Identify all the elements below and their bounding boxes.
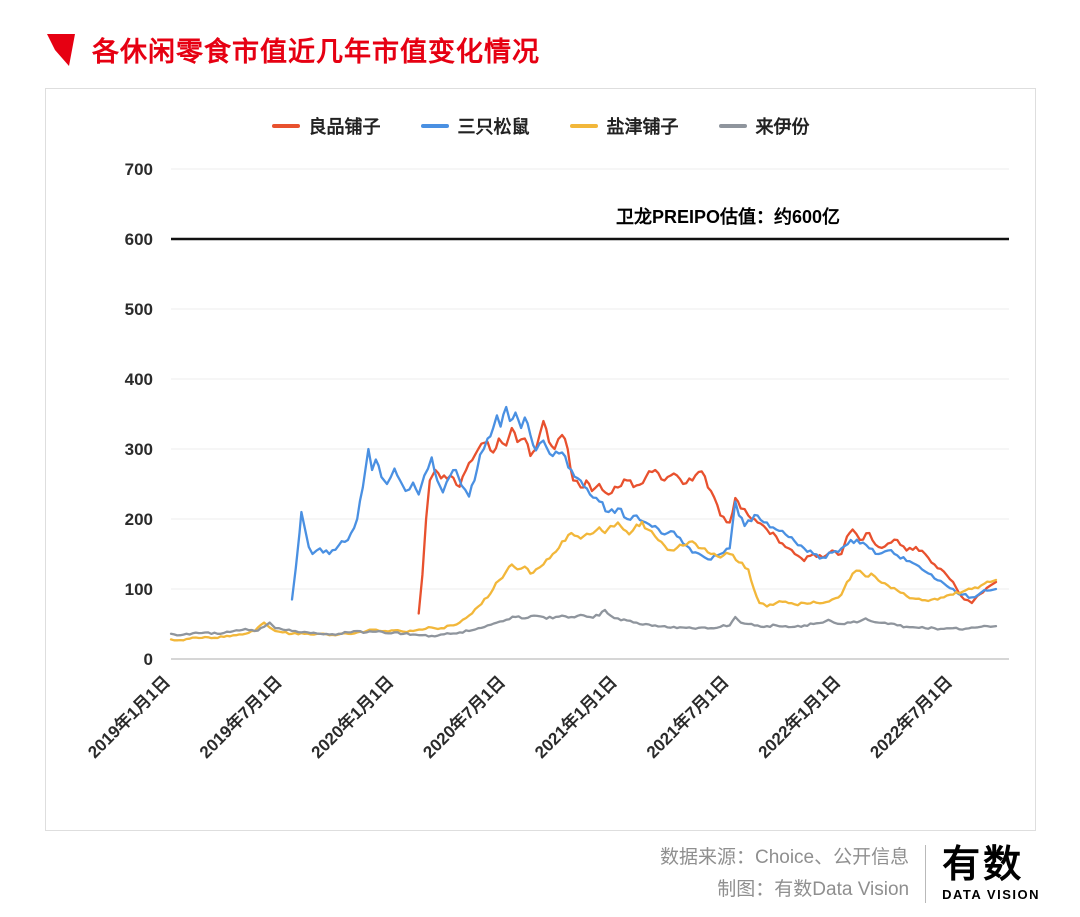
brand-logo: 有数 DATA VISION — [942, 846, 1040, 901]
x-tick-label: 2021年1月1日 — [530, 672, 620, 762]
title-flag-icon — [47, 33, 75, 66]
legend-label: 盐津铺子 — [606, 117, 679, 137]
legend-item-2: 三只松鼠 — [420, 113, 530, 139]
data-source-text: 数据来源：Choice、公开信息 — [659, 847, 910, 869]
y-tick-label-300: 300 — [125, 440, 153, 459]
page-title-row: 各休闲零食市值近几年市值变化情况 — [46, 30, 540, 69]
y-tick-label-400: 400 — [125, 370, 153, 389]
legend-swatch — [569, 124, 598, 128]
y-tick-label-200: 200 — [125, 510, 153, 529]
y-tick-label-100: 100 — [125, 580, 153, 599]
legend-swatch — [718, 124, 747, 128]
series-line-2 — [290, 405, 998, 601]
x-tick-label: 2020年7月1日 — [419, 672, 509, 762]
legend-swatch — [271, 124, 300, 128]
legend-label: 三只松鼠 — [457, 117, 530, 137]
legend-item-1: 良品铺子 — [271, 113, 381, 139]
legend-swatch — [420, 124, 449, 128]
x-tick-label: 2020年1月1日 — [307, 672, 397, 762]
x-tick-label: 2019年7月1日 — [195, 672, 285, 762]
x-tick-label: 2022年7月1日 — [866, 672, 956, 762]
series-line-1 — [417, 419, 998, 615]
annotation-label: 卫龙PREIPO估值：约600亿 — [616, 206, 840, 227]
x-tick-label: 2022年1月1日 — [754, 672, 844, 762]
legend-label: 来伊份 — [755, 117, 810, 137]
y-tick-label-600: 600 — [125, 230, 153, 249]
page-title: 各休闲零食市值近几年市值变化情况 — [92, 37, 540, 67]
footer-credits: 数据来源：Choice、公开信息 制图：有数Data Vision — [660, 842, 909, 905]
chart-svg: 0 100 200 300 400 500 600 700 2019年1月1日 2019年7月1日… — [84, 160, 1009, 762]
footer-divider — [925, 844, 927, 903]
x-tick-label: 2019年1月1日 — [84, 672, 174, 762]
legend-item-3: 盐津铺子 — [569, 113, 679, 139]
credit-text: 制图：有数Data Vision — [717, 878, 910, 900]
brand-logo-subtitle: DATA VISION — [942, 887, 1040, 903]
chart-legend: 良品铺子 三只松鼠 盐津铺子 来伊份 — [46, 113, 1035, 139]
footer: 数据来源：Choice、公开信息 制图：有数Data Vision 有数 DAT… — [660, 842, 1040, 905]
y-tick-label-700: 700 — [125, 160, 153, 179]
brand-logo-title: 有数 — [942, 844, 1025, 887]
legend-item-4: 来伊份 — [718, 113, 810, 139]
series-line-4 — [169, 608, 998, 638]
y-tick-label-500: 500 — [125, 300, 153, 319]
y-tick-label-0: 0 — [144, 650, 153, 669]
x-tick-label: 2021年7月1日 — [642, 672, 732, 762]
legend-label: 良品铺子 — [308, 117, 381, 137]
chart-frame: 0 100 200 300 400 500 600 700 2019年1月1日 2019年7月1日… — [45, 88, 1036, 831]
series-line-3 — [169, 520, 998, 642]
